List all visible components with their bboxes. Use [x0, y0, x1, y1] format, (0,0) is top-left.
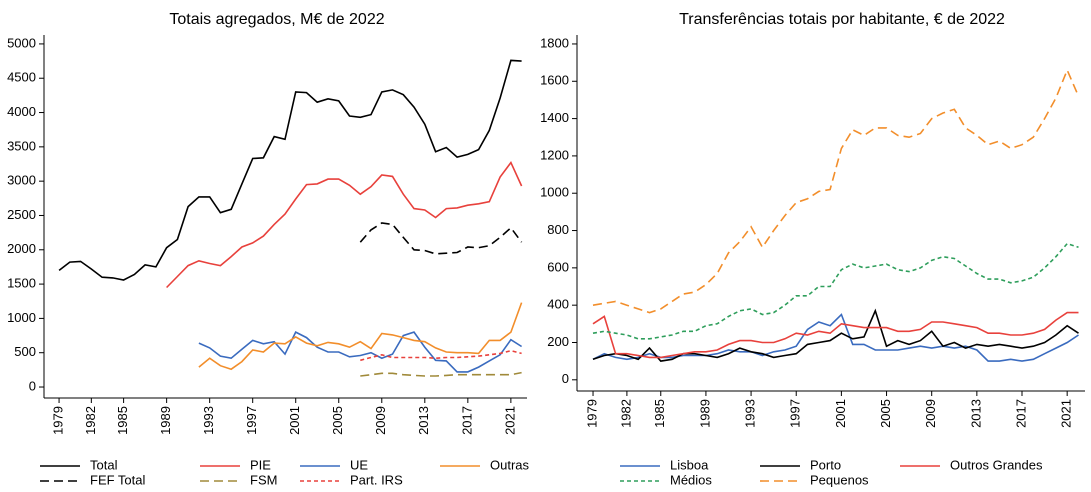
x-tick-label: 1985 [115, 406, 130, 435]
legend-label: UE [350, 457, 368, 472]
series-line [592, 68, 1080, 314]
x-tick-label: 2017 [1013, 399, 1028, 428]
legend-label: Part. IRS [350, 472, 403, 487]
legend-label: Outros Grandes [950, 457, 1043, 472]
y-tick-label: 1200 [540, 147, 569, 162]
y-tick-label: 0 [29, 378, 36, 393]
x-tick-label: 1989 [697, 399, 712, 428]
y-tick-label: 4500 [7, 70, 36, 85]
y-tick-label: 600 [547, 259, 569, 274]
y-tick-label: 1800 [540, 35, 569, 50]
series-line [592, 308, 1079, 362]
chart-title: Totais agregados, M€ de 2022 [169, 11, 384, 28]
x-tick-label: 1979 [584, 399, 599, 428]
x-tick-label: 1993 [743, 399, 758, 428]
y-tick-label: 400 [547, 297, 569, 312]
chart-title: Transferências totais por habitante, € d… [679, 11, 1005, 28]
y-tick-label: 500 [14, 344, 36, 359]
x-tick-label: 2009 [923, 399, 938, 428]
legend-label: Porto [810, 457, 841, 472]
series-line [360, 349, 522, 362]
x-tick-label: 1993 [201, 406, 216, 435]
x-tick-label: 2013 [416, 406, 431, 435]
series-line [592, 313, 1079, 362]
y-tick-label: 1400 [540, 110, 569, 125]
legend-label: FEF Total [90, 472, 146, 487]
y-tick-label: 0 [562, 371, 569, 386]
y-tick-label: 1000 [540, 185, 569, 200]
x-tick-label: 2009 [373, 406, 388, 435]
x-tick-label: 1979 [50, 406, 65, 435]
legend-label: Outras [490, 457, 530, 472]
y-tick-label: 5000 [7, 35, 36, 50]
x-tick-label: 1989 [158, 406, 173, 435]
y-tick-label: 3000 [7, 173, 36, 188]
y-tick-label: 1600 [540, 73, 569, 88]
x-tick-label: 2021 [1059, 399, 1074, 428]
y-tick-label: 1500 [7, 276, 36, 291]
x-tick-label: 2021 [502, 406, 517, 435]
y-tick-label: 800 [547, 222, 569, 237]
x-tick-label: 2013 [968, 399, 983, 428]
x-tick-label: 1997 [788, 399, 803, 428]
x-tick-label: 1982 [83, 406, 98, 435]
x-tick-label: 1982 [618, 399, 633, 428]
legend-label: Médios [670, 472, 712, 487]
legend-label: Total [90, 457, 118, 472]
y-tick-label: 2000 [7, 241, 36, 256]
y-tick-label: 3500 [7, 138, 36, 153]
series-line [166, 161, 523, 289]
x-tick-label: 2005 [330, 406, 345, 435]
legend-label: FSM [250, 472, 277, 487]
legend-label: Pequenos [810, 472, 869, 487]
y-tick-label: 1000 [7, 310, 36, 325]
series-line [592, 242, 1079, 340]
series-line [198, 302, 523, 371]
series-line [198, 331, 523, 373]
y-tick-label: 200 [547, 334, 569, 349]
x-tick-label: 2005 [878, 399, 893, 428]
y-tick-label: 2500 [7, 207, 36, 222]
x-tick-label: 2017 [459, 406, 474, 435]
series-line [592, 311, 1079, 359]
series-line [360, 371, 522, 377]
legend-label: Lisboa [670, 457, 709, 472]
x-tick-label: 1985 [652, 399, 667, 428]
x-tick-label: 2001 [287, 406, 302, 435]
y-tick-label: 4000 [7, 104, 36, 119]
series-line [58, 59, 522, 281]
legend-label: PIE [250, 457, 271, 472]
series-line [359, 222, 523, 255]
x-tick-label: 1997 [244, 406, 259, 435]
x-tick-label: 2001 [833, 399, 848, 428]
